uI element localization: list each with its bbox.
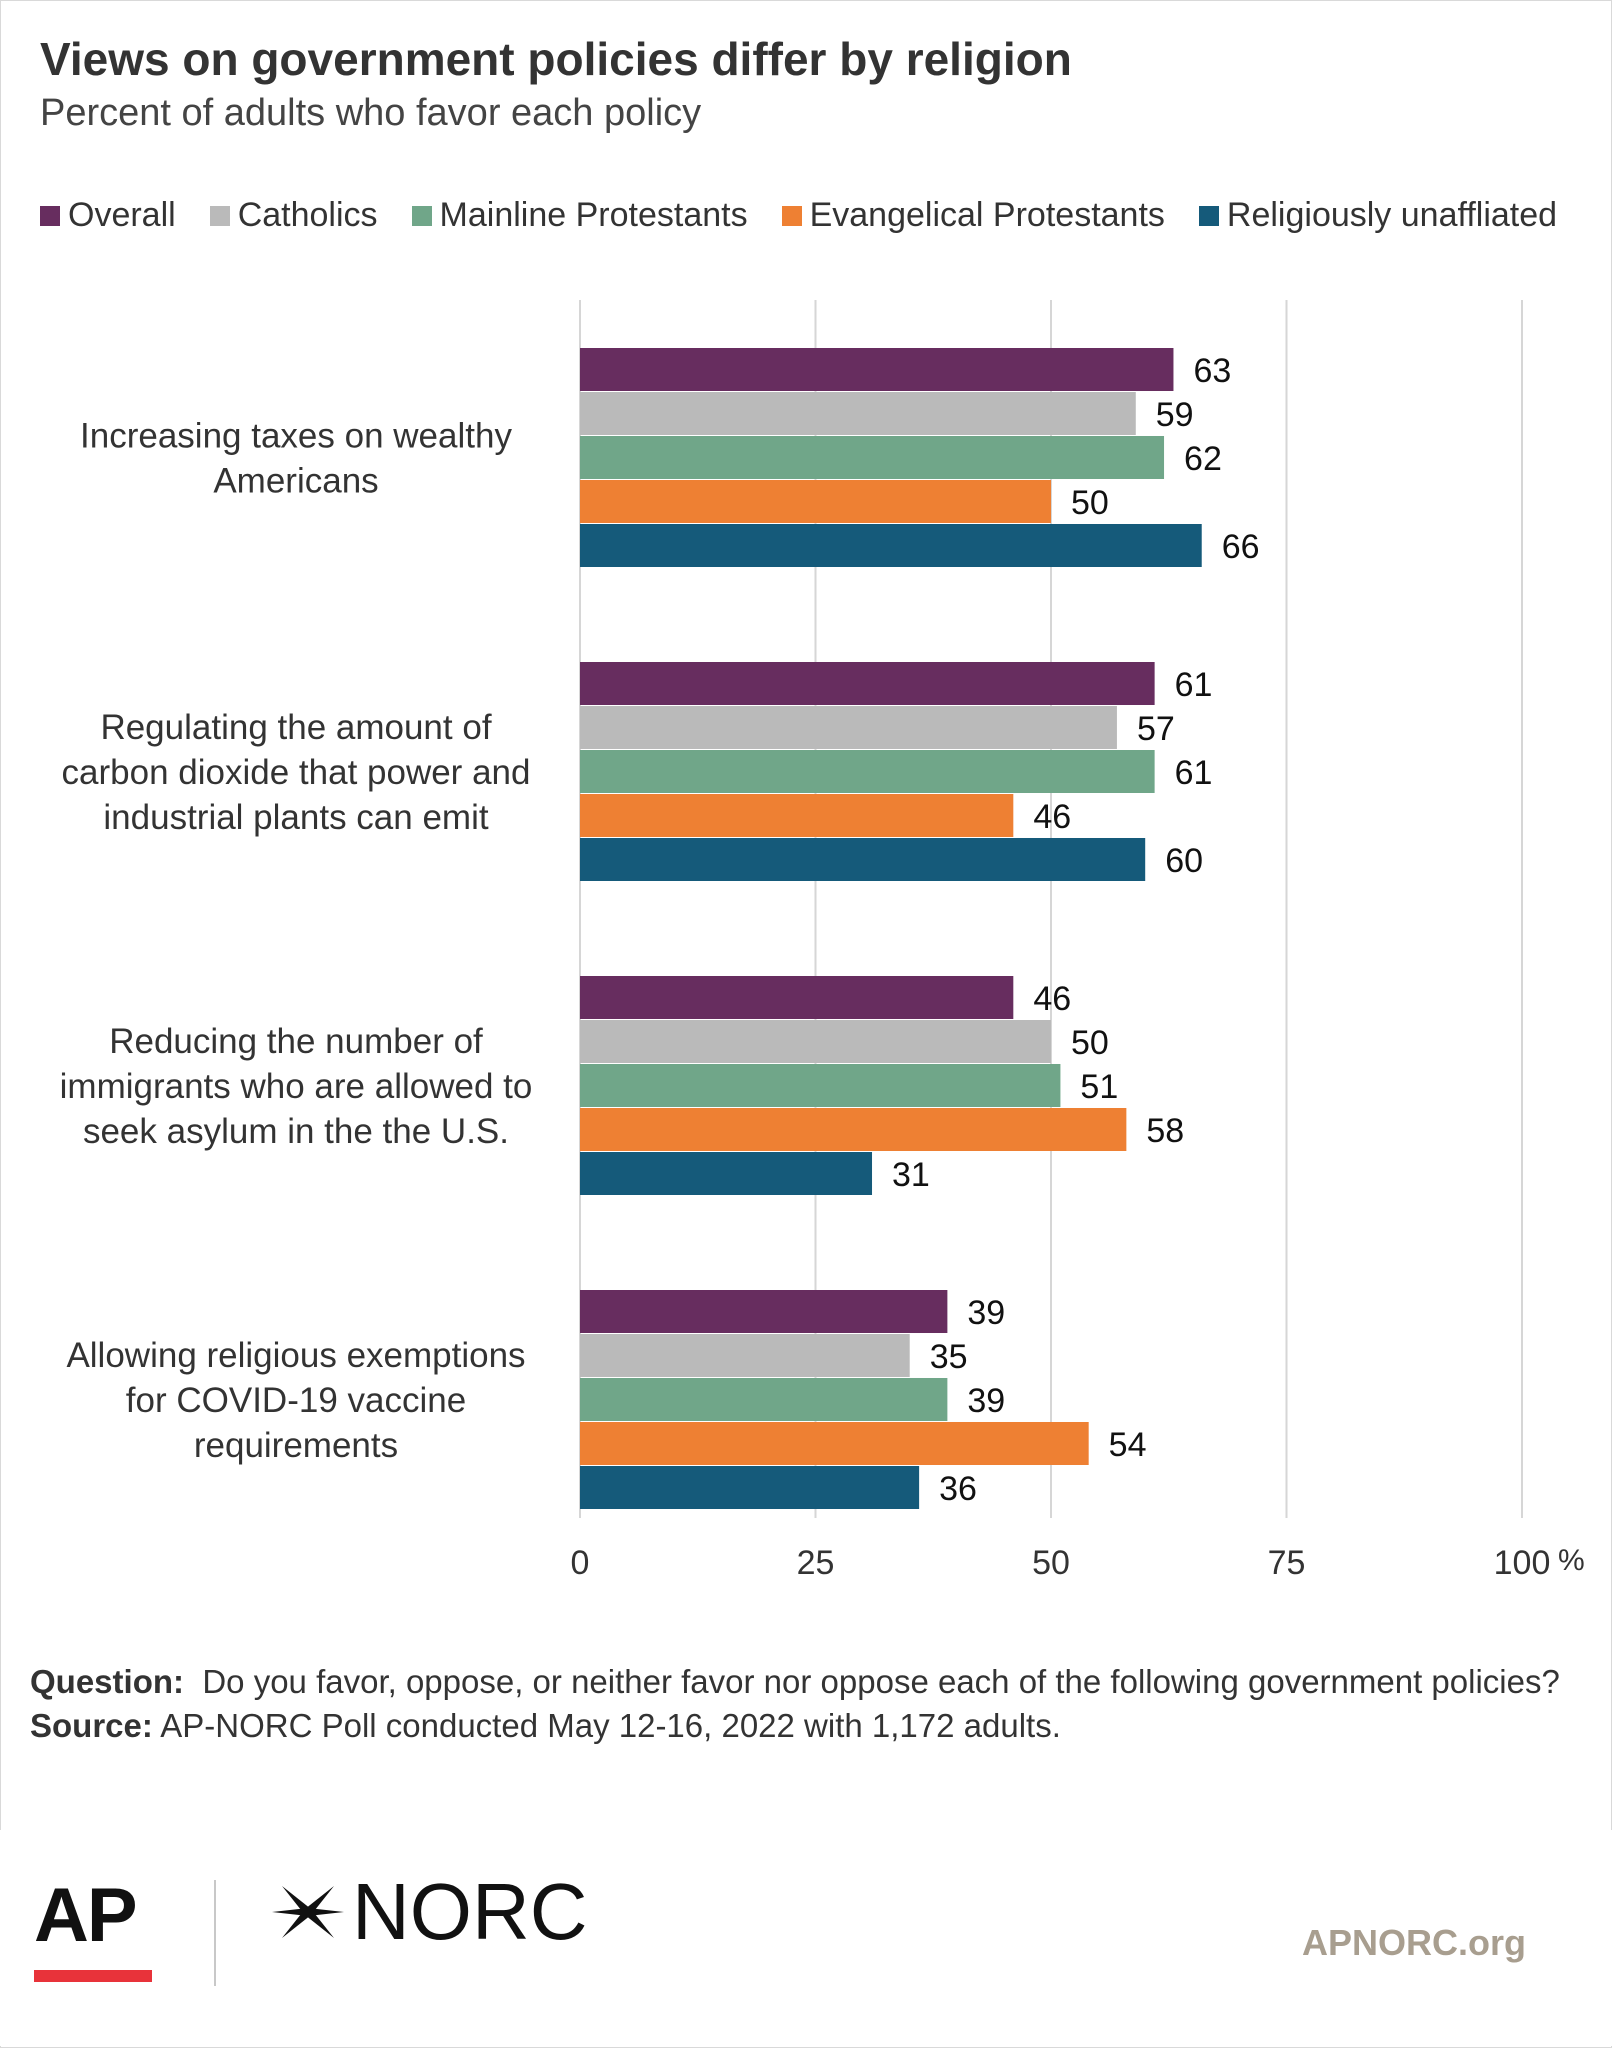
question-note: Question: Do you favor, oppose, or neith…	[30, 1660, 1570, 1704]
logo-divider	[214, 1880, 216, 1986]
source-text: AP-NORC Poll conducted May 12-16, 2022 w…	[160, 1707, 1061, 1744]
data-label: 59	[1156, 396, 1194, 434]
legend-swatch	[40, 205, 60, 226]
x-tick-label: 75	[1268, 1544, 1306, 1582]
data-label: 62	[1184, 440, 1222, 478]
footer	[0, 1830, 1612, 2046]
x-tick-label: 100	[1494, 1544, 1551, 1582]
norc-star-icon	[272, 1886, 344, 1938]
data-label: 39	[967, 1382, 1005, 1420]
bar	[580, 976, 1014, 1019]
data-label: 50	[1071, 1024, 1109, 1062]
legend-item-1: Overall	[40, 196, 176, 235]
data-label: 58	[1146, 1112, 1184, 1150]
data-label: 57	[1137, 710, 1175, 748]
data-label: 60	[1165, 842, 1203, 880]
bar	[580, 1152, 873, 1195]
legend-label: Evangelical Protestants	[809, 196, 1165, 234]
site-link[interactable]: APNORC.org	[1302, 1922, 1526, 1963]
category-label: for COVID-19 vaccine	[126, 1381, 466, 1420]
bar	[580, 436, 1165, 479]
data-label: 61	[1175, 666, 1213, 704]
data-label: 36	[939, 1470, 977, 1508]
legend-item-2: Catholics	[209, 196, 378, 235]
bar	[580, 480, 1051, 523]
bar	[580, 1334, 910, 1377]
data-label: 46	[1033, 798, 1071, 836]
x-tick-label: 50	[1032, 1544, 1070, 1582]
category-label: seek asylum in the the U.S.	[83, 1112, 509, 1151]
norc-logo: NORC	[268, 1866, 588, 1958]
ap-logo-underline	[34, 1970, 152, 1982]
legend-label: Mainline Protestants	[439, 196, 748, 234]
x-tick-label: 0	[571, 1544, 590, 1582]
bar	[580, 1020, 1051, 1063]
legend-item-4: Evangelical Protestants	[781, 196, 1165, 235]
bar	[580, 1466, 920, 1509]
source-note: Source: AP-NORC Poll conducted May 12-16…	[30, 1704, 1570, 1748]
bar	[580, 706, 1117, 749]
category-label: requirements	[194, 1426, 398, 1465]
chart-title: Views on government policies differ by r…	[40, 33, 1072, 85]
category-label: Regulating the amount of	[100, 708, 491, 747]
bar	[580, 750, 1155, 793]
chart-subtitle: Percent of adults who favor each policy	[40, 92, 702, 134]
bar-chart: 0 25 50 75 100 % 63 59 62 50 66 Increasing taxes on…	[60, 300, 1585, 1582]
category-label: carbon dioxide that power and	[62, 753, 531, 792]
legend-swatch	[781, 205, 802, 226]
question-label: Question:	[30, 1663, 184, 1700]
legend-item-3: Mainline Protestants	[411, 196, 748, 235]
category-label: industrial plants can emit	[103, 798, 488, 837]
bar	[580, 1108, 1127, 1151]
category-label: immigrants who are allowed to	[60, 1067, 533, 1106]
data-label: 31	[892, 1156, 930, 1194]
bar	[580, 1064, 1061, 1107]
legend-swatch	[1198, 205, 1219, 226]
data-label: 46	[1033, 980, 1071, 1018]
data-label: 61	[1175, 754, 1213, 792]
norc-logo-text: NORC	[352, 1867, 588, 1956]
category-label: Reducing the number of	[109, 1022, 483, 1061]
source-label: Source:	[30, 1707, 153, 1744]
category-label: Increasing taxes on wealthy	[80, 417, 512, 456]
bar	[580, 1290, 948, 1333]
data-label: 50	[1071, 484, 1109, 522]
footnote: Question: Do you favor, oppose, or neith…	[30, 1660, 1570, 1748]
bar	[580, 392, 1136, 435]
legend-swatch	[411, 205, 432, 226]
bar	[580, 838, 1146, 881]
data-label: 39	[967, 1294, 1005, 1332]
legend-swatch	[209, 205, 230, 226]
data-label: 54	[1109, 1426, 1147, 1464]
bar	[580, 524, 1202, 567]
bar	[580, 348, 1174, 391]
ap-logo: AP	[34, 1873, 138, 1958]
legend-label: Overall	[68, 196, 176, 234]
legend-label: Catholics	[237, 196, 378, 234]
chart-legend: Overall Catholics Mainline Protestants Evan…	[40, 196, 1557, 235]
bar	[580, 794, 1014, 837]
x-unit-label: %	[1558, 1544, 1585, 1577]
data-label: 51	[1080, 1068, 1118, 1106]
legend-item-5: Religiously unaffliated	[1198, 196, 1558, 235]
data-label: 63	[1193, 352, 1231, 390]
bar	[580, 662, 1155, 705]
data-label: 35	[930, 1338, 968, 1376]
category-label: Americans	[213, 462, 378, 501]
data-label: 66	[1222, 528, 1260, 566]
x-tick-label: 25	[797, 1544, 835, 1582]
bar	[580, 1422, 1089, 1465]
question-text: Do you favor, oppose, or neither favor n…	[202, 1663, 1560, 1700]
legend-label: Religiously unaffliated	[1226, 196, 1558, 234]
bar	[580, 1378, 948, 1421]
category-label: Allowing religious exemptions	[66, 1336, 525, 1375]
